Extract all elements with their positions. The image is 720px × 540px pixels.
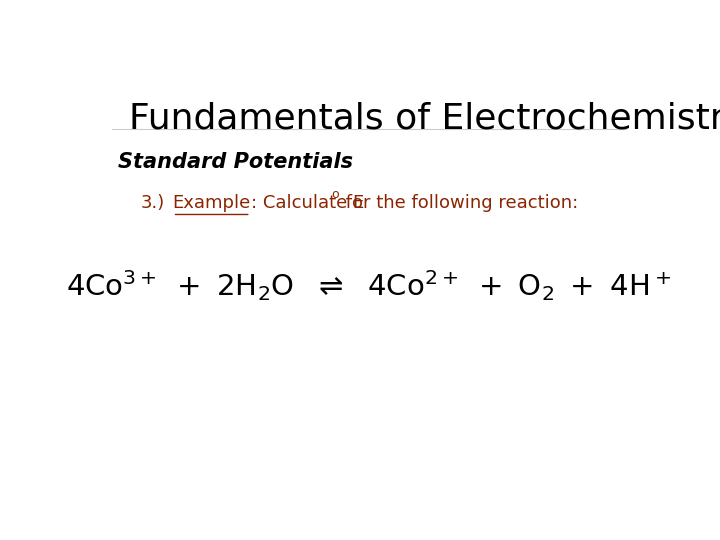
Text: for the following reaction:: for the following reaction: [340, 194, 578, 212]
Text: Example: Example [173, 194, 251, 212]
Text: o: o [331, 188, 338, 201]
Text: $4\mathrm{Co}^{3+}\ +\ 2\mathrm{H_2O}\ \ \rightleftharpoons\ \ 4\mathrm{Co}^{2+}: $4\mathrm{Co}^{3+}\ +\ 2\mathrm{H_2O}\ \… [66, 268, 672, 303]
Text: 3.): 3.) [140, 194, 164, 212]
Text: Standard Potentials: Standard Potentials [118, 152, 353, 172]
Text: Fundamentals of Electrochemistry: Fundamentals of Electrochemistry [129, 102, 720, 136]
Text: : Calculate E: : Calculate E [251, 194, 364, 212]
